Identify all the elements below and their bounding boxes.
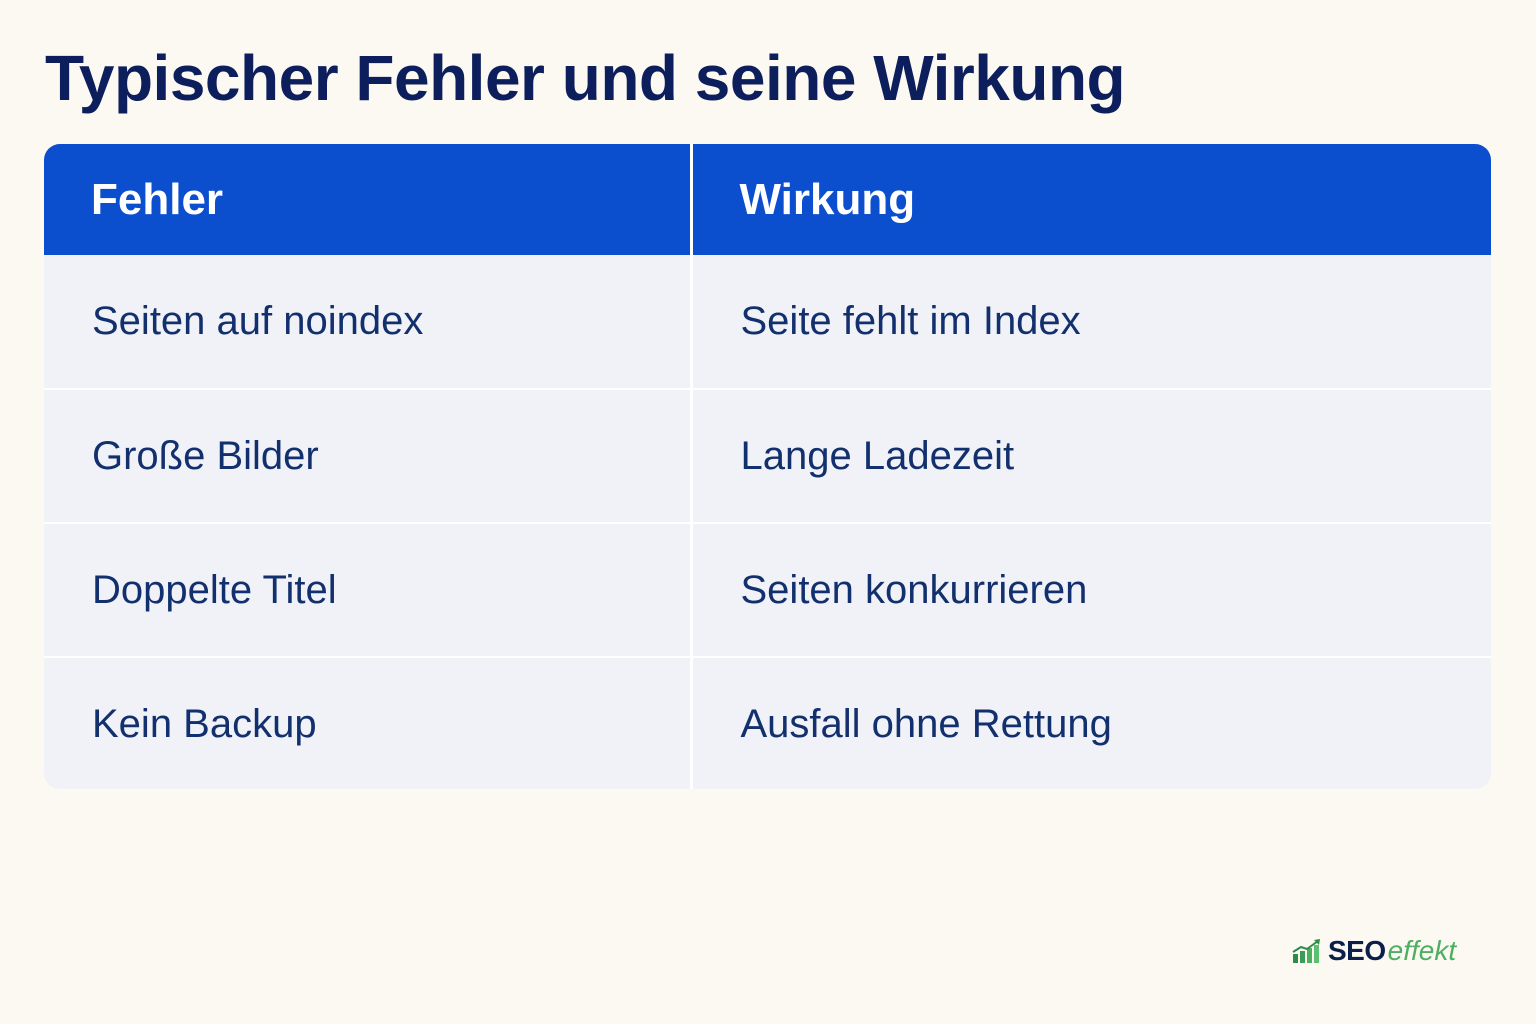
error-effect-table: Fehler Wirkung Seiten auf noindex Seite … — [44, 144, 1491, 789]
logo-text-seo: SEO — [1328, 935, 1386, 966]
cell-wirkung: Seite fehlt im Index — [691, 255, 1491, 389]
table-row: Große Bilder Lange Ladezeit — [44, 388, 1491, 523]
cell-wirkung: Lange Ladezeit — [691, 388, 1491, 523]
table-row: Seiten auf noindex Seite fehlt im Index — [44, 255, 1491, 389]
cell-fehler: Seiten auf noindex — [44, 255, 693, 389]
table-row: Doppelte Titel Seiten konkurrieren — [44, 522, 1491, 657]
cell-fehler: Große Bilder — [44, 388, 693, 523]
page-title: Typischer Fehler und seine Wirkung — [45, 42, 1126, 114]
bar-chart-arrow-icon — [1292, 939, 1320, 963]
cell-wirkung: Ausfall ohne Rettung — [691, 656, 1491, 789]
seo-effekt-logo: SEO effekt — [1292, 934, 1456, 968]
table-row: Kein Backup Ausfall ohne Rettung — [44, 656, 1491, 789]
table-header-row: Fehler Wirkung — [44, 144, 1491, 255]
cell-fehler: Kein Backup — [44, 656, 693, 789]
cell-wirkung: Seiten konkurrieren — [691, 522, 1491, 657]
logo-text-effekt: effekt — [1387, 935, 1457, 966]
column-header-wirkung: Wirkung — [691, 144, 1491, 255]
cell-fehler: Doppelte Titel — [44, 522, 693, 657]
column-header-fehler: Fehler — [44, 144, 693, 255]
